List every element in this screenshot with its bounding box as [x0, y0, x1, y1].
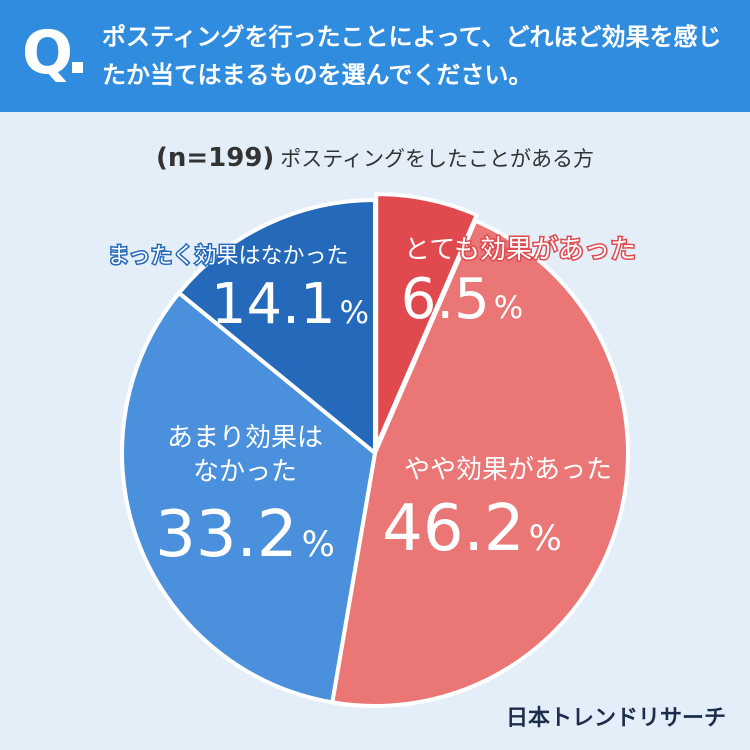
question-text: ポスティングを行ったことによって、どれほど効果を感じたか当てはまるものを選んでく… [102, 23, 722, 89]
q-dot [72, 62, 83, 73]
pie-slice [177, 198, 377, 455]
pie-slice [330, 218, 630, 708]
slice-value: 14.1% [211, 272, 369, 337]
sample-description: ポスティングをしたことがある方 [280, 147, 595, 171]
slice-value: 6.5% [401, 267, 524, 332]
slice-value: 33.2% [155, 498, 335, 572]
pie-slice [374, 192, 479, 450]
slice-label: やや効果があった [404, 455, 612, 485]
question-header: Q ポスティングを行ったことによって、どれほど効果を感じたか当てはまるものを選ん… [0, 0, 750, 112]
slice-label: なかった [193, 457, 297, 487]
chart-subtitle: (n=199) ポスティングをしたことがある方 [0, 143, 750, 173]
q-mark: Q [22, 18, 74, 88]
sample-size: (n=199) [155, 143, 275, 173]
slice-label: あまり効果は [167, 423, 323, 453]
slice-value: 46.2% [382, 492, 562, 566]
slice-label: まったく効果はなかった [107, 244, 348, 269]
pie-slice [120, 290, 377, 705]
slice-label: とても効果があった [404, 235, 636, 265]
brand-logo: 日本トレンドリサーチ [505, 706, 726, 731]
